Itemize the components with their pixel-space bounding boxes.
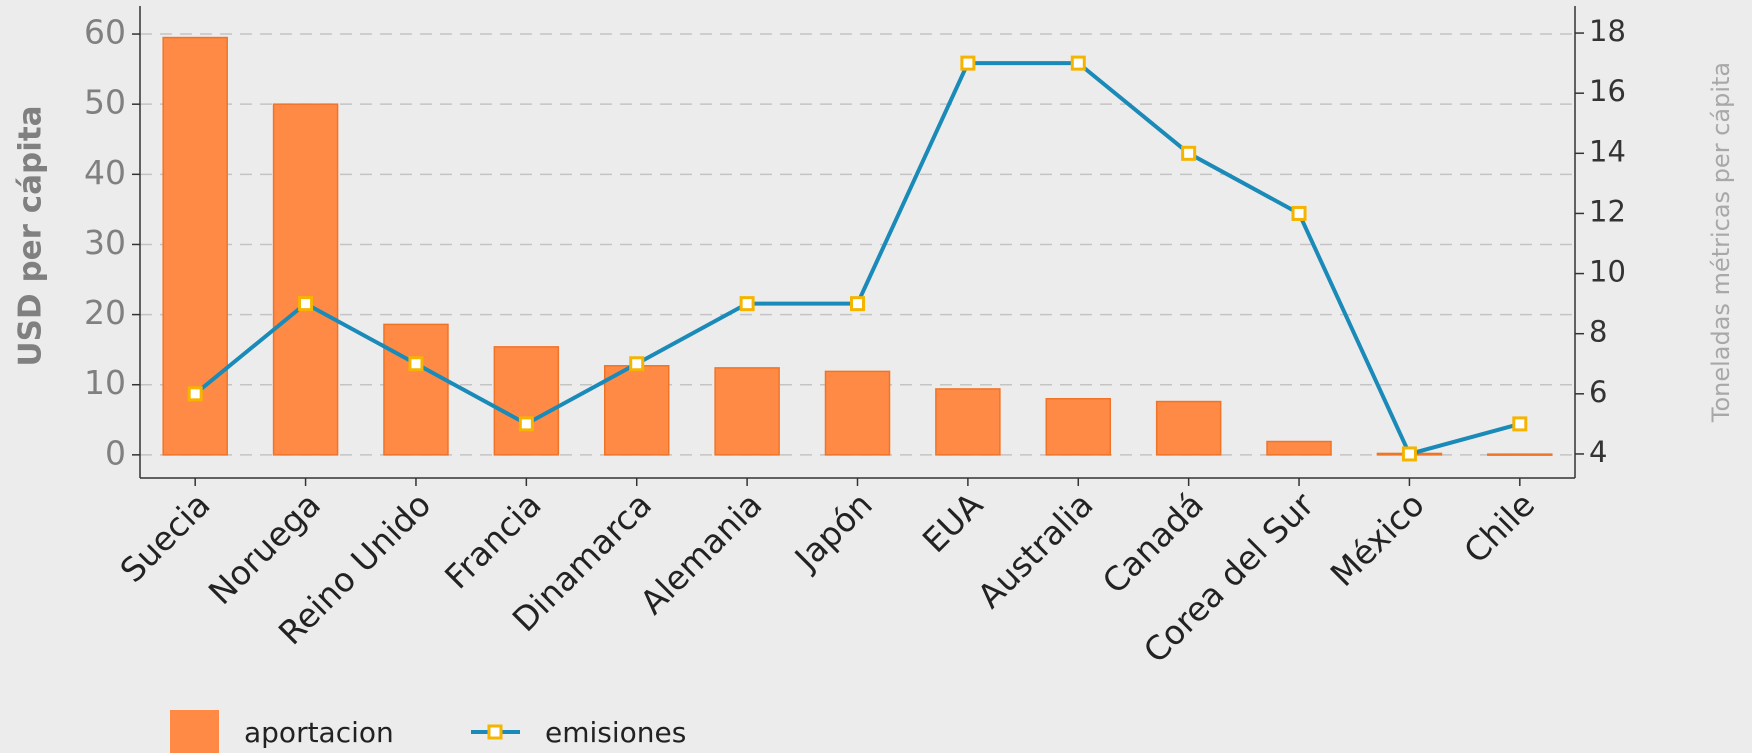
x-tick-label: Suecia bbox=[112, 485, 217, 590]
y2-tick-label: 18 bbox=[1589, 14, 1626, 48]
marker bbox=[1181, 145, 1197, 161]
bar bbox=[272, 103, 339, 456]
x-tick-label: Japón bbox=[786, 485, 880, 579]
bar bbox=[935, 388, 1001, 456]
y-tick-label: 30 bbox=[84, 223, 126, 262]
bar bbox=[493, 346, 560, 456]
marker bbox=[1291, 205, 1307, 221]
marker bbox=[960, 55, 976, 71]
y2-tick-label: 10 bbox=[1589, 255, 1626, 289]
y2-tick-label: 16 bbox=[1589, 74, 1626, 108]
marker bbox=[1070, 55, 1086, 71]
marker bbox=[298, 296, 314, 312]
marker bbox=[1401, 446, 1417, 462]
y2-tick-label: 12 bbox=[1589, 194, 1626, 228]
x-tick-label: Alemania bbox=[632, 485, 769, 622]
legend-swatch bbox=[170, 710, 219, 753]
marker bbox=[850, 296, 865, 312]
x-tick-label: México bbox=[1323, 485, 1432, 594]
legend-label: emisiones bbox=[545, 716, 686, 749]
x-tick-label: Chile bbox=[1456, 485, 1542, 571]
y-tick-label: 10 bbox=[84, 363, 126, 402]
y-tick-label: 50 bbox=[84, 83, 126, 122]
legend-marker bbox=[487, 724, 503, 740]
y2-tick-label: 14 bbox=[1589, 134, 1626, 168]
y-axis-label: USD per cápita bbox=[13, 105, 49, 366]
bar bbox=[1155, 400, 1222, 456]
bar bbox=[1045, 397, 1112, 456]
y2-tick-label: 4 bbox=[1589, 435, 1607, 469]
legend-label: aportacion bbox=[244, 716, 394, 749]
bar bbox=[824, 370, 891, 456]
bar bbox=[1487, 453, 1553, 456]
marker bbox=[187, 386, 203, 402]
bar bbox=[714, 367, 780, 456]
bar bbox=[603, 365, 670, 456]
bar bbox=[162, 36, 228, 456]
marker bbox=[1512, 416, 1528, 432]
marker bbox=[518, 416, 534, 432]
y-tick-label: 20 bbox=[84, 293, 126, 332]
bar bbox=[383, 323, 449, 456]
y-tick-label: 60 bbox=[84, 13, 126, 52]
y2-axis-label: Toneladas métricas per cápita bbox=[1707, 62, 1735, 423]
marker bbox=[629, 356, 645, 372]
y-tick-label: 0 bbox=[105, 433, 126, 472]
x-tick-label: Francia bbox=[437, 485, 549, 597]
x-tick-label: EUA bbox=[915, 485, 991, 561]
y2-tick-label: 6 bbox=[1589, 375, 1607, 409]
bar bbox=[1266, 440, 1332, 456]
x-tick-label: Australia bbox=[970, 485, 1101, 616]
y-tick-label: 40 bbox=[84, 153, 126, 192]
y2-tick-label: 8 bbox=[1589, 315, 1607, 349]
marker bbox=[408, 356, 424, 372]
marker bbox=[739, 296, 755, 312]
